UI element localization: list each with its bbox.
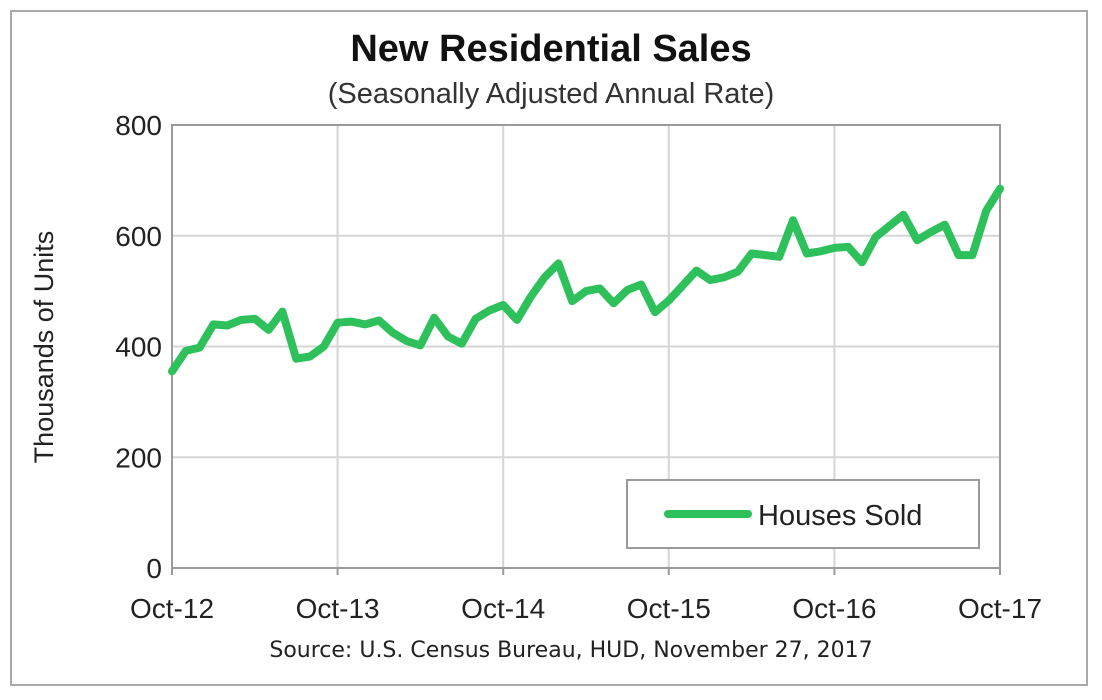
- x-tick-label: Oct-15: [627, 593, 711, 624]
- y-tick-label: 400: [115, 332, 162, 363]
- series-line-houses-sold: [168, 184, 1004, 376]
- source-note: Source: U.S. Census Bureau, HUD, Novembe…: [269, 638, 873, 663]
- y-tick-label: 600: [115, 221, 162, 252]
- y-tick-labels: 0 200 400 600 800: [115, 110, 162, 584]
- chart-title: New Residential Sales: [350, 28, 752, 70]
- y-axis-label: Thousands of Units: [29, 231, 59, 464]
- y-tick-label: 200: [115, 442, 162, 473]
- x-tick-label: Oct-17: [958, 593, 1042, 624]
- y-tick-label: 0: [146, 553, 162, 584]
- x-tick-label: Oct-13: [296, 593, 380, 624]
- x-tick-label: Oct-14: [461, 593, 545, 624]
- legend: Houses Sold: [626, 479, 980, 549]
- chart-subtitle: (Seasonally Adjusted Annual Rate): [327, 78, 775, 110]
- y-tick-label: 800: [115, 110, 162, 141]
- x-tick-labels: Oct-12 Oct-13 Oct-14 Oct-15 Oct-16 Oct-17: [130, 593, 1042, 624]
- legend-label-houses-sold: Houses Sold: [758, 500, 922, 532]
- x-tick-label: Oct-16: [792, 593, 876, 624]
- x-tick-label: Oct-12: [130, 593, 214, 624]
- plot-area-border: [171, 124, 1001, 569]
